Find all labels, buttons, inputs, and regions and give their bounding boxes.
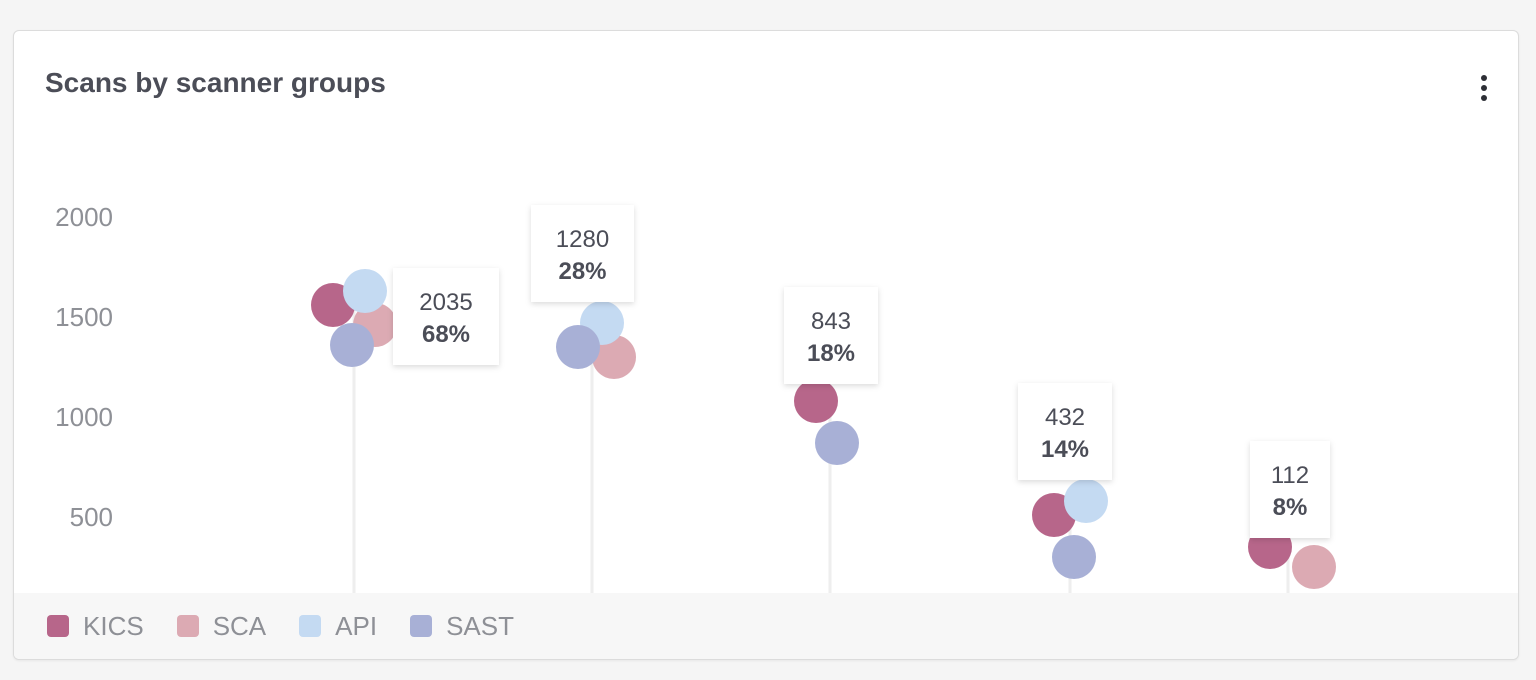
value-label: 2035 68% bbox=[393, 268, 499, 365]
data-point-sca[interactable] bbox=[1292, 545, 1336, 589]
legend-swatch-sca bbox=[176, 615, 199, 637]
value-label-percent: 28% bbox=[558, 258, 606, 285]
legend-item-api[interactable]: API bbox=[299, 611, 377, 642]
data-group: 1280 28% bbox=[531, 205, 636, 593]
kebab-dot bbox=[1481, 95, 1487, 101]
value-label-count: 2035 bbox=[419, 289, 472, 316]
value-label-percent: 14% bbox=[1041, 436, 1089, 463]
value-label-box bbox=[531, 205, 634, 302]
legend-label: SAST bbox=[446, 610, 514, 641]
value-label: 1280 28% bbox=[531, 205, 634, 302]
value-label-percent: 68% bbox=[422, 321, 470, 348]
value-label-box bbox=[1018, 383, 1112, 480]
value-label-count: 1280 bbox=[556, 226, 609, 253]
data-point-api[interactable] bbox=[1064, 479, 1108, 523]
value-label-count: 432 bbox=[1045, 404, 1085, 431]
y-tick-label: 500 bbox=[70, 502, 113, 532]
y-tick-label: 1000 bbox=[55, 402, 113, 432]
data-point-kics[interactable] bbox=[794, 379, 838, 423]
legend-label: SCA bbox=[212, 610, 267, 641]
legend-swatch-api bbox=[299, 615, 322, 637]
legend-label: KICS bbox=[83, 610, 144, 641]
kebab-dot bbox=[1481, 85, 1487, 91]
data-point-sast[interactable] bbox=[1052, 535, 1096, 579]
legend-swatch-kics bbox=[47, 615, 69, 637]
y-axis: 500 1000 1500 2000 bbox=[55, 202, 113, 532]
value-label-box bbox=[1250, 441, 1330, 538]
legend: KICS SCA API SAST bbox=[14, 593, 1518, 659]
value-label-box bbox=[784, 287, 878, 384]
value-label-box bbox=[393, 268, 499, 365]
card-title: Scans by scanner groups bbox=[45, 67, 386, 98]
data-point-sast[interactable] bbox=[330, 323, 374, 367]
legend-label: API bbox=[335, 610, 378, 641]
data-point-sast[interactable] bbox=[556, 325, 600, 369]
value-label-count: 843 bbox=[811, 308, 851, 335]
data-point-sast[interactable] bbox=[815, 421, 859, 465]
y-tick-label: 1500 bbox=[55, 302, 113, 332]
y-tick-label: 2000 bbox=[55, 202, 113, 232]
legend-item-sca[interactable]: SCA bbox=[176, 610, 267, 642]
chart-card: Scans by scanner groups 500 1000 1500 2000 … bbox=[13, 30, 1519, 660]
data-point-api[interactable] bbox=[343, 269, 387, 313]
legend-swatch-sast bbox=[410, 615, 433, 637]
value-label-percent: 8% bbox=[1273, 494, 1308, 521]
legend-item-kics[interactable]: KICS bbox=[47, 611, 144, 642]
legend-item-sast[interactable]: SAST bbox=[410, 611, 514, 642]
value-label-percent: 18% bbox=[807, 340, 855, 367]
value-label-count: 112 bbox=[1271, 462, 1309, 489]
kebab-dot bbox=[1481, 75, 1487, 81]
more-options-icon[interactable] bbox=[1472, 71, 1496, 105]
data-point-sca[interactable] bbox=[592, 335, 636, 379]
data-group: 2035 68% bbox=[311, 268, 499, 593]
